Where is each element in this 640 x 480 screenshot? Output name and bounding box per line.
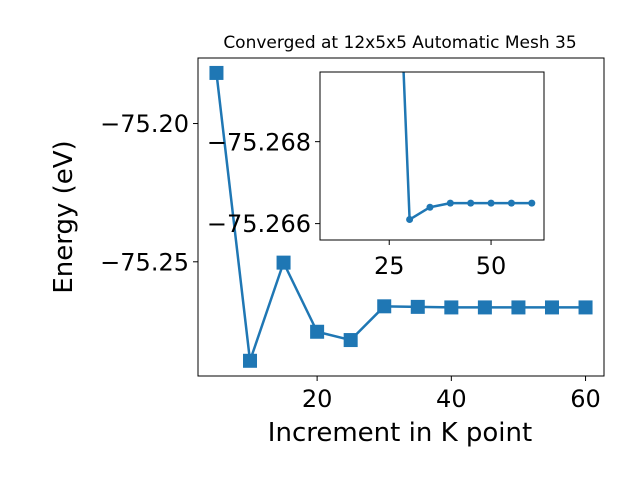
inset-data-point [406,216,414,224]
inset-data-point [426,203,434,211]
x-axis-label: Increment in K point [268,418,532,448]
main-chart: 20 40 60 −75.20 −75.25 Converged at 12x5x5 … [49,33,605,448]
main-x-axis: 20 40 60 [302,376,601,413]
main-x-tick-label: 20 [302,385,333,413]
main-plot-frame [197,57,605,377]
inset-data-point [528,199,536,207]
inset-plot-frame [319,71,545,241]
y-axis-label: Energy (eV) [49,140,79,293]
main-data-point [243,353,258,368]
main-data-point [276,255,291,270]
chart-title: Converged at 12x5x5 Automatic Mesh 35 [223,33,576,53]
main-data-point [310,324,325,339]
main-data-point [578,300,593,315]
inset-y-tick-label: −75.268 [207,128,311,156]
main-data-point [444,300,459,315]
main-data-point [209,65,224,80]
inset-chart: 25 50 −75.268 −75.266 [207,71,545,280]
main-x-tick-label: 60 [570,385,601,413]
inset-y-axis: −75.268 −75.266 [207,128,320,238]
inset-series [402,72,536,224]
main-data-point [477,300,492,315]
main-data-point [377,299,392,314]
main-y-tick-label: −75.25 [100,248,189,276]
inset-x-tick-label: 50 [476,252,507,280]
main-x-tick-label: 40 [436,385,467,413]
main-data-point [343,333,358,348]
inset-data-point [446,199,454,207]
inset-y-tick-label: −75.266 [207,210,311,238]
inset-data-point [467,199,475,207]
main-series [209,65,593,368]
main-data-point [511,300,526,315]
inset-background [320,72,544,240]
inset-data-point [487,199,495,207]
main-y-axis: −75.20 −75.25 [100,110,198,276]
main-y-tick-label: −75.20 [100,110,189,138]
inset-x-tick-label: 25 [374,252,405,280]
main-data-point [544,300,559,315]
main-data-point [410,299,425,314]
inset-x-axis: 25 50 [374,240,506,280]
inset-data-point [507,199,515,207]
